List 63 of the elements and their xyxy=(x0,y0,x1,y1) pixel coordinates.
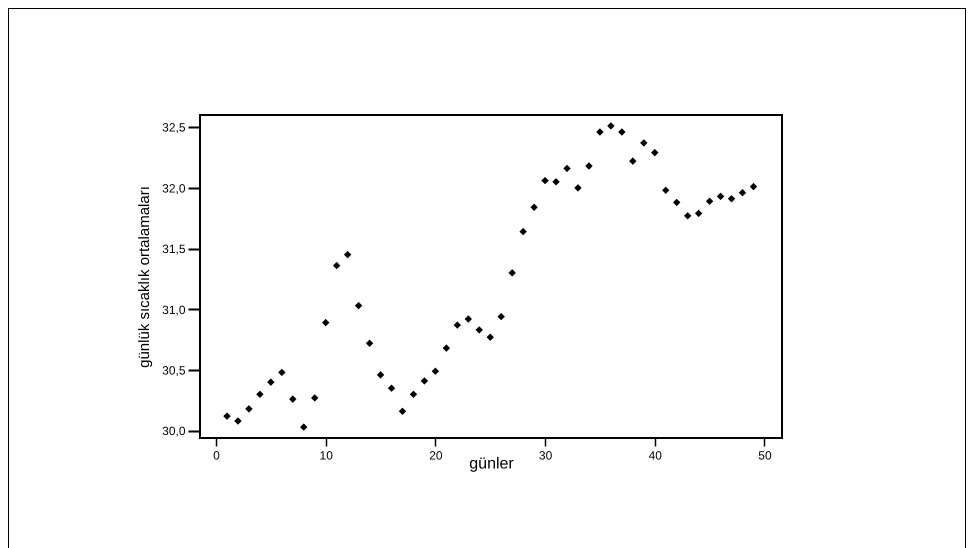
point xyxy=(706,198,714,205)
point xyxy=(618,128,626,136)
point xyxy=(376,371,384,379)
point xyxy=(388,384,396,392)
point xyxy=(278,368,286,376)
point xyxy=(497,312,505,320)
point xyxy=(322,318,330,326)
point xyxy=(486,334,494,341)
x-tick-label: 0 xyxy=(213,448,220,462)
point xyxy=(454,321,462,329)
point xyxy=(574,184,582,192)
point xyxy=(420,377,428,385)
point xyxy=(563,164,571,172)
x-tick-label: 30 xyxy=(538,448,553,462)
point xyxy=(398,408,406,415)
point xyxy=(519,228,527,236)
point xyxy=(596,128,604,136)
point xyxy=(684,212,692,220)
point xyxy=(728,195,736,202)
point xyxy=(366,340,374,347)
point xyxy=(311,394,318,402)
point xyxy=(464,315,472,323)
point xyxy=(585,162,593,170)
y-tick-label: 30,0 xyxy=(162,424,186,438)
point xyxy=(530,204,538,211)
point xyxy=(750,182,758,190)
x-tick-label: 50 xyxy=(758,448,772,462)
point xyxy=(651,148,658,156)
y-tick-label: 31,5 xyxy=(162,242,186,256)
point xyxy=(640,139,648,147)
point xyxy=(234,417,242,425)
point xyxy=(738,189,746,196)
point xyxy=(289,395,297,403)
point xyxy=(256,390,264,398)
point xyxy=(432,368,440,375)
y-tick-label: 32,5 xyxy=(162,120,186,135)
point xyxy=(300,423,308,431)
point xyxy=(442,344,450,352)
point xyxy=(410,390,418,398)
y-tick-label: 30,5 xyxy=(162,364,186,378)
x-axis-title: günler xyxy=(469,456,514,472)
point xyxy=(508,269,516,277)
x-tick-label: 20 xyxy=(429,448,443,462)
point xyxy=(662,186,670,194)
point xyxy=(541,176,549,184)
point xyxy=(344,250,352,258)
point xyxy=(332,262,340,270)
point xyxy=(607,122,615,130)
point xyxy=(354,302,362,310)
point xyxy=(223,412,231,420)
x-tick-label: 40 xyxy=(648,448,662,462)
point xyxy=(476,326,483,334)
point xyxy=(694,210,702,218)
point xyxy=(716,192,724,200)
y-axis-title: günlük sıcaklık ortalamaları xyxy=(136,186,154,368)
point xyxy=(629,157,637,165)
point xyxy=(245,405,253,413)
x-tick-label: 10 xyxy=(320,448,334,462)
point xyxy=(552,178,560,186)
point xyxy=(267,378,275,386)
point xyxy=(672,198,680,206)
y-tick-label: 31,0 xyxy=(162,302,186,317)
y-tick-label: 32,0 xyxy=(162,181,186,196)
